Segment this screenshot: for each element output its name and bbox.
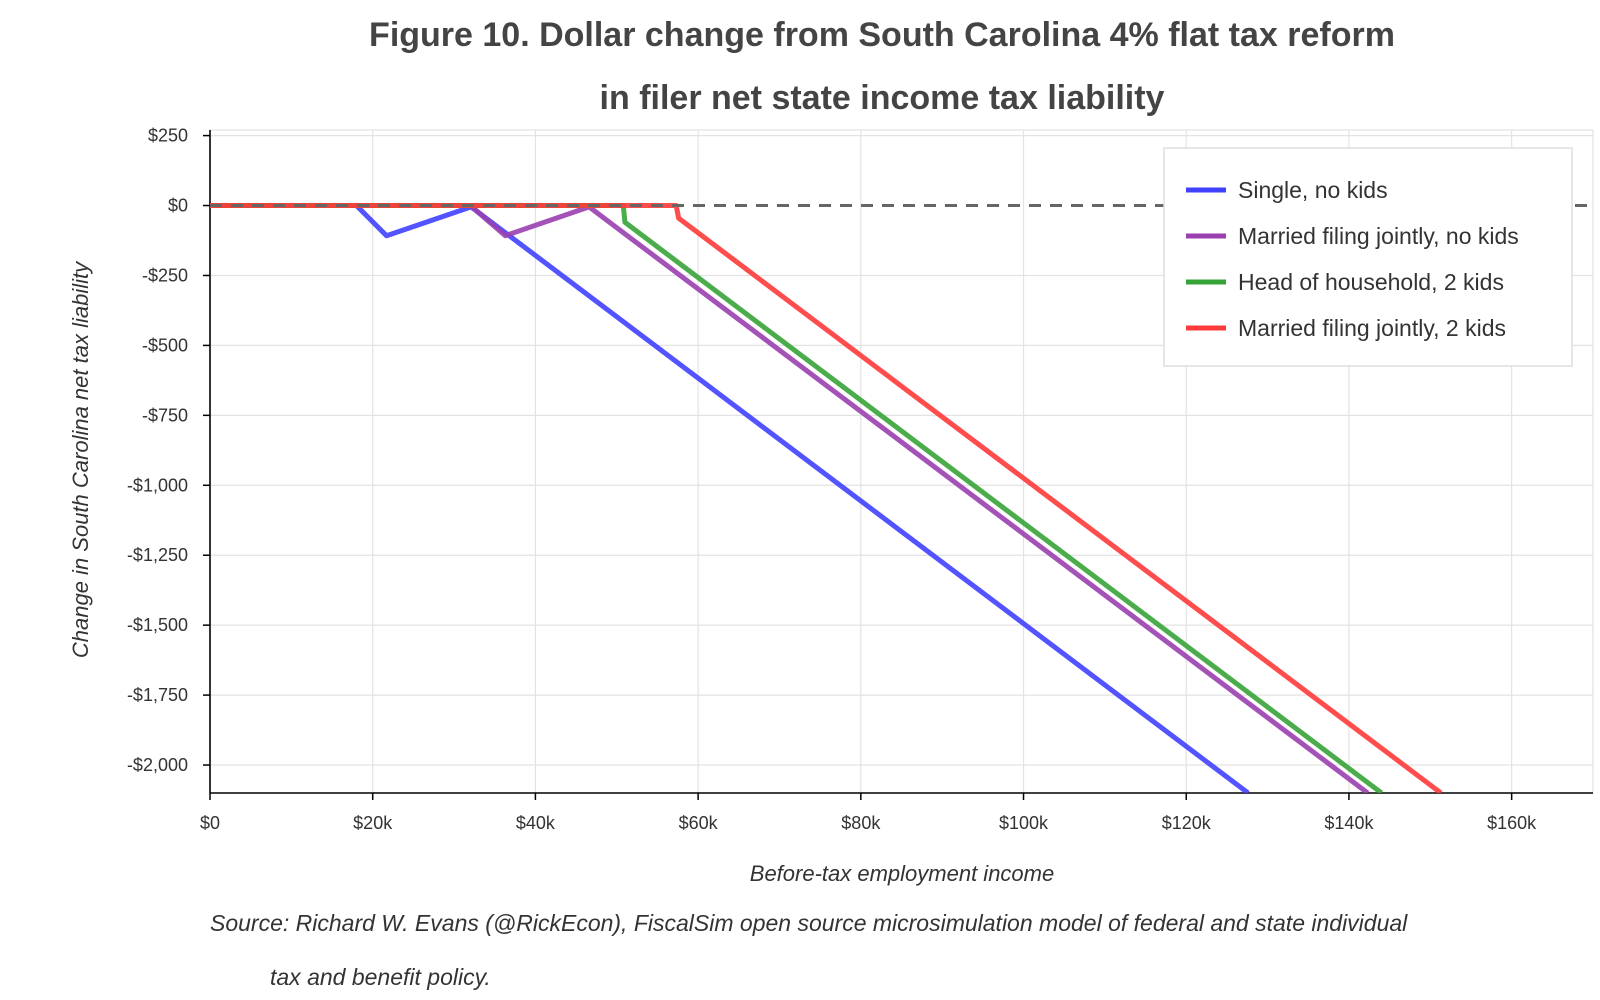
y-tick-label: -$1,000 [127, 475, 188, 495]
y-tick-label: -$750 [142, 405, 188, 425]
x-tick-label: $80k [841, 813, 881, 833]
legend-label-1: Single, no kids [1238, 177, 1388, 203]
source-line-2: tax and benefit policy. [270, 964, 491, 990]
y-tick-label: -$1,250 [127, 545, 188, 565]
x-tick-label: $100k [999, 813, 1049, 833]
x-tick-label: $0 [200, 813, 220, 833]
legend-label-3: Head of household, 2 kids [1238, 269, 1504, 295]
x-axis-label: Before-tax employment income [750, 861, 1054, 886]
y-tick-label: $250 [148, 126, 188, 146]
y-tick-label: -$1,750 [127, 685, 188, 705]
legend-label-2: Married filing jointly, no kids [1238, 223, 1519, 249]
series-line-1 [210, 203, 1250, 793]
x-tick-label: $160k [1487, 813, 1537, 833]
x-tick-label: $40k [516, 813, 556, 833]
y-axis-label: Change in South Carolina net tax liabili… [68, 260, 93, 658]
chart-subtitle: in filer net state income tax liability [600, 79, 1165, 117]
y-tick-label: -$500 [142, 335, 188, 355]
legend-label-4: Married filing jointly, 2 kids [1238, 315, 1506, 341]
series-lines [210, 203, 1593, 793]
y-tick-label: -$2,000 [127, 755, 188, 775]
chart-title: Figure 10. Dollar change from South Caro… [369, 16, 1395, 54]
y-tick-label: $0 [168, 196, 188, 216]
x-tick-label: $60k [679, 813, 719, 833]
y-tick-label: -$250 [142, 265, 188, 285]
x-tick-label: $120k [1162, 813, 1212, 833]
tick-labels: $0 $20k $40k $60k $80k $100k $120k $140k $160k $2… [127, 126, 1537, 833]
x-tick-label: $140k [1324, 813, 1374, 833]
x-tick-label: $20k [353, 813, 393, 833]
axes [203, 130, 1593, 800]
source-line-1: Source: Richard W. Evans (@RickEcon), Fi… [210, 910, 1408, 936]
legend: Single, no kids Married filing jointly, n… [1163, 147, 1573, 367]
legend-box [1163, 147, 1573, 367]
y-tick-label: -$1,500 [127, 615, 188, 635]
